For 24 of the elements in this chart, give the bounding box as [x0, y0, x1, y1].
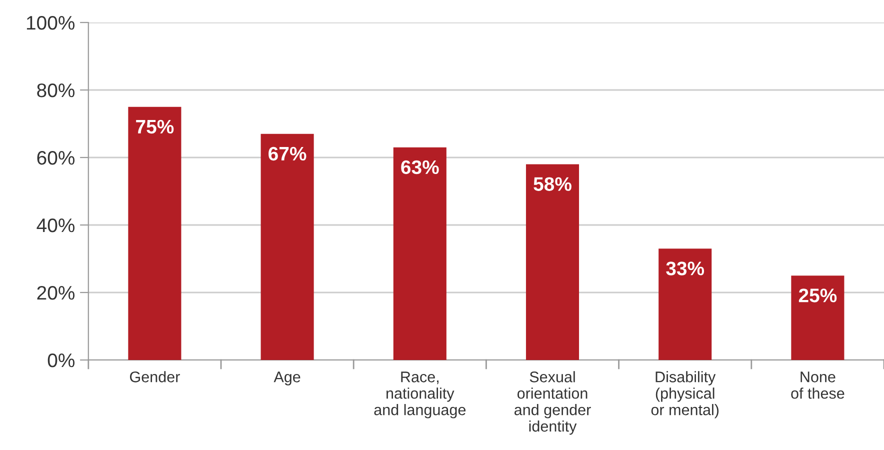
data-label: 33%	[666, 262, 704, 276]
y-tick-label: 20%	[37, 286, 75, 300]
y-tick-label: 40%	[36, 218, 75, 232]
y-tick-label: 0%	[48, 353, 75, 368]
data-label: 63%	[401, 160, 439, 174]
x-tick-label: Age	[274, 372, 300, 386]
x-tick-label: Gender	[130, 371, 180, 382]
y-tick-label: 60%	[37, 150, 75, 165]
x-tick-label: Race, nationality and language	[374, 372, 466, 418]
bar	[128, 106, 182, 360]
data-label: 67%	[268, 146, 306, 161]
y-tick-label: 80%	[37, 83, 75, 98]
bar	[791, 276, 844, 360]
data-label: 25%	[798, 288, 837, 302]
data-label: 75%	[136, 120, 174, 134]
x-tick-label: None of these	[791, 372, 844, 399]
bar	[526, 164, 580, 360]
x-tick-label: Sexual orientation and gender identity	[514, 371, 591, 435]
bar	[393, 147, 446, 360]
x-tick-label: Disability (physical or mental)	[651, 371, 719, 418]
bar	[260, 134, 314, 360]
bar	[658, 248, 712, 360]
y-tick-label: 100%	[26, 16, 75, 30]
data-label: 58%	[534, 177, 572, 191]
